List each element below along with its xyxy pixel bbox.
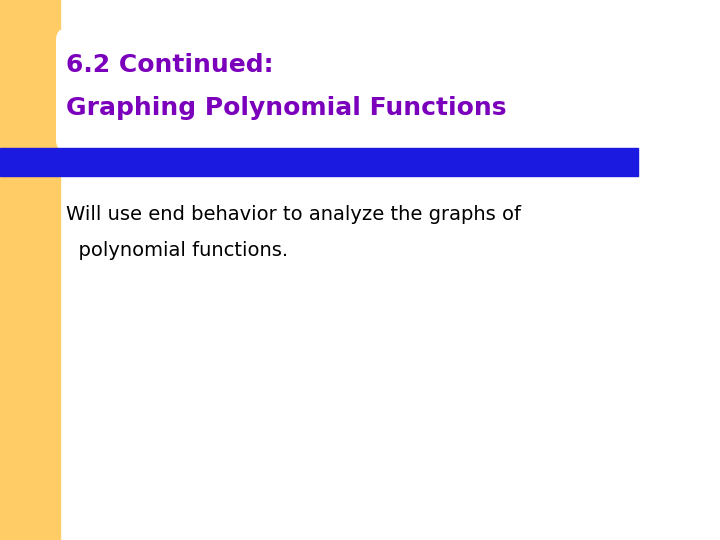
Text: Will use end behavior to analyze the graphs of: Will use end behavior to analyze the gra… <box>66 206 521 225</box>
Text: Graphing Polynomial Functions: Graphing Polynomial Functions <box>66 96 506 120</box>
FancyBboxPatch shape <box>56 28 640 152</box>
Text: polynomial functions.: polynomial functions. <box>66 240 288 260</box>
Bar <box>0 0 60 540</box>
Text: 6.2 Continued:: 6.2 Continued: <box>66 53 274 77</box>
Bar <box>0 148 638 176</box>
